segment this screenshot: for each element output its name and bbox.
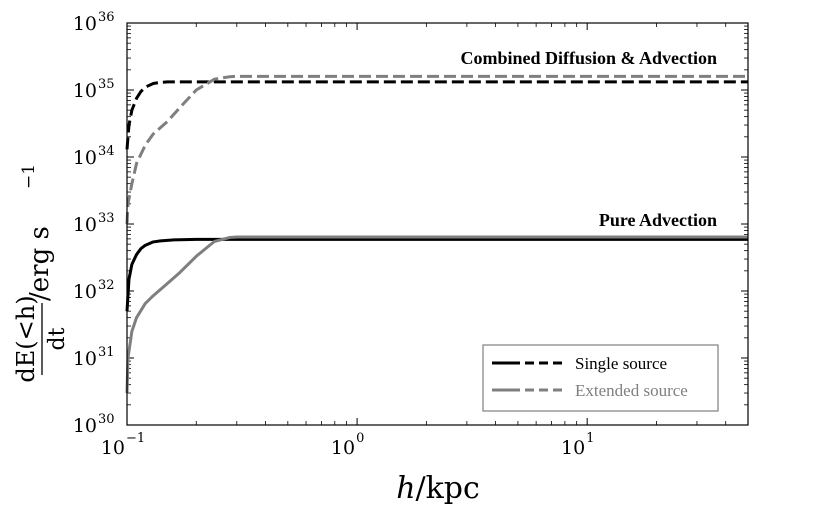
annotation-combined: Combined Diffusion & Advection bbox=[460, 48, 717, 68]
legend-entry-single-source: Single source bbox=[492, 354, 667, 373]
x-axis-label: h/kpc bbox=[396, 471, 480, 506]
x-tick-label-exponent: 0 bbox=[356, 431, 364, 446]
annotation-pure-advection: Pure Advection bbox=[599, 210, 717, 230]
y-tick-label-exponent: 33 bbox=[98, 211, 115, 226]
legend: Single source Extended source bbox=[482, 344, 719, 412]
x-tick-label-exponent: 1 bbox=[586, 431, 594, 446]
y-axis-label-denominator: dt bbox=[45, 327, 70, 350]
plot-area bbox=[126, 22, 749, 426]
y-tick-label: 10 bbox=[73, 13, 97, 35]
y-tick-label-exponent: 35 bbox=[98, 77, 115, 92]
y-tick-label-exponent: 34 bbox=[98, 144, 115, 159]
x-tick-label-exponent: −1 bbox=[126, 431, 145, 446]
y-tick-label-exponent: 31 bbox=[98, 345, 115, 360]
y-tick-label-exponent: 32 bbox=[98, 278, 115, 293]
x-tick-label: 10 bbox=[561, 437, 585, 459]
y-axis-label-numerator: dE(<h) bbox=[12, 295, 40, 382]
series-line-combined-extended bbox=[125, 74, 748, 225]
y-tick-label: 10 bbox=[73, 147, 97, 169]
series-line-combined-single bbox=[125, 80, 748, 150]
y-tick-label: 10 bbox=[73, 80, 97, 102]
y-axis-label-units-exponent: −1 bbox=[19, 164, 39, 189]
legend-entry-extended-source: Extended source bbox=[492, 381, 688, 400]
legend-box bbox=[482, 344, 719, 412]
y-tick-label: 10 bbox=[73, 281, 97, 303]
x-tick-label: 10 bbox=[331, 437, 355, 459]
legend-label-extended-source: Extended source bbox=[575, 381, 688, 400]
y-tick-label: 10 bbox=[73, 214, 97, 236]
series-layer bbox=[125, 74, 748, 394]
y-tick-label-exponent: 36 bbox=[98, 10, 115, 25]
series-line-pure-advection-extended bbox=[125, 235, 748, 394]
x-tick-label: 10 bbox=[101, 437, 125, 459]
y-tick-label-exponent: 30 bbox=[98, 412, 115, 427]
series-line-pure-advection-single bbox=[125, 237, 748, 312]
y-axis-label: dE(<h) dt /erg s −1 bbox=[12, 164, 70, 383]
y-axis-label-units: /erg s bbox=[25, 226, 55, 301]
y-tick-label: 10 bbox=[73, 415, 97, 437]
y-tick-label: 10 bbox=[73, 348, 97, 370]
legend-label-single-source: Single source bbox=[575, 354, 667, 373]
